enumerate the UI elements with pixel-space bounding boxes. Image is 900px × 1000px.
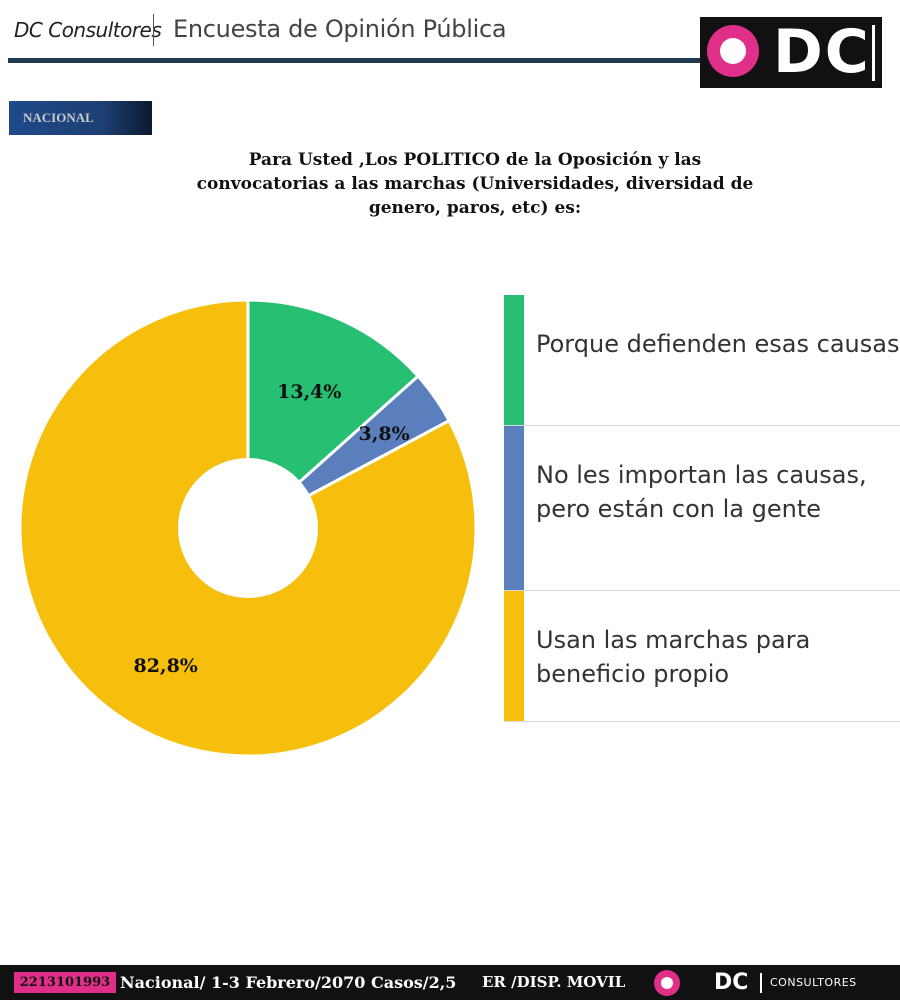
legend: Porque defienden esas causas No les impo… [504,295,900,722]
odc-logo: DC [700,17,882,88]
footer-info: Nacional/ 1-3 Febrero/2070 Casos/2,5 [120,973,457,992]
legend-swatch-green [504,295,524,425]
scope-tag: NACIONAL [9,101,152,135]
slice-own-benefit [18,298,478,758]
legend-label: Porque defienden esas causas [536,330,900,358]
footer-info-2: ER /DISP. MOVIL [482,973,626,991]
brand-name: DC Consultores [14,18,162,42]
legend-item-own-benefit: Usan las marchas para beneficio propio [504,591,900,722]
legend-swatch-yellow [504,591,524,721]
question-title: Para Usted ,Los POLITICO de la Oposición… [196,150,754,218]
footer-dc: DC [714,970,749,995]
slice-label: 13,4% [277,381,341,403]
header-rule [8,58,708,63]
slice-label: 3,8% [359,423,410,445]
logo-ring-icon [707,25,759,77]
slice-defend [246,298,421,532]
header-separator [153,14,154,46]
legend-item-defend: Porque defienden esas causas [504,295,900,426]
logo-bar [872,25,875,81]
legend-label: Usan las marchas para beneficio propio [536,626,811,688]
logo-text: DC [773,17,871,87]
footer-logo-bar [760,973,762,993]
header-title: Encuesta de Opinión Pública [173,15,507,43]
footer-consultores: CONSULTORES [770,976,857,989]
footer-phone: 2213101993 [14,972,116,993]
donut-chart: 13,4% 3,8% 82,8% [18,298,478,758]
legend-item-indifferent: No les importan las causas, pero están c… [504,426,900,591]
legend-label: No les importan las causas, pero están c… [536,461,867,523]
legend-swatch-blue [504,426,524,590]
footer: 2213101993 Nacional/ 1-3 Febrero/2070 Ca… [0,965,900,1000]
footer-logo-ring-icon [654,970,680,996]
slice-label: 82,8% [134,655,198,677]
donut-hole [178,458,318,598]
